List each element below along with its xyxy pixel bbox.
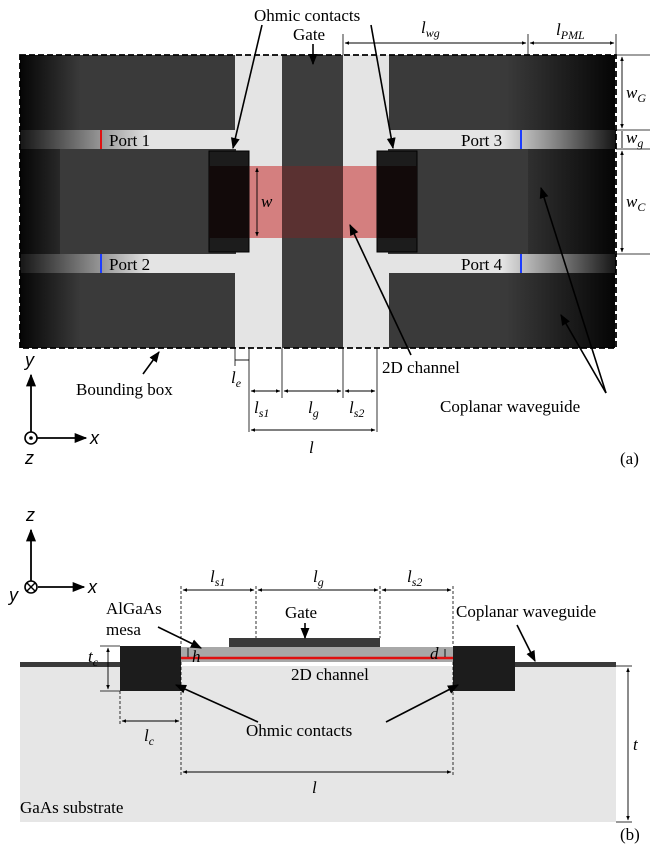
axis-x-label-a: x (89, 428, 100, 448)
channel-label-a: 2D channel (382, 358, 460, 377)
axis-y-label-b: y (7, 585, 19, 605)
gaas-substrate (20, 666, 616, 822)
panel-a-label: (a) (620, 449, 639, 468)
axis-x-label-b: x (87, 577, 98, 597)
panel-b: ls1 lg ls2 AlGaAs mesa Gate Coplanar wav… (7, 505, 640, 844)
lwg-label: lwg (421, 18, 440, 40)
ohmic-arrow-right (370, 24, 396, 150)
tc-label: tc (88, 647, 99, 669)
wC-label: wC (626, 192, 646, 214)
ohmic-arrow-b-right (385, 684, 459, 723)
ohmic-contacts-label-b: Ohmic contacts (246, 721, 352, 740)
lpml-label: lPML (556, 20, 585, 42)
w-label: w (261, 192, 273, 211)
lg-label-a: lg (308, 398, 319, 420)
cpw-arrow-b (516, 624, 536, 663)
left-center-conductor (60, 149, 236, 254)
left-slot-bottom (20, 254, 236, 273)
axis-y-label-a: y (23, 350, 35, 370)
panel-a: Port 1 Port 2 Port 3 Port 4 Ohmic contac… (19, 6, 650, 468)
channel-label-b: 2D channel (291, 665, 369, 684)
ls1-label-a: ls1 (254, 398, 269, 420)
cpw-label-b: Coplanar waveguide (456, 602, 596, 621)
gate-label-b: Gate (285, 603, 317, 622)
cpw-arrow-a2 (560, 314, 607, 394)
ohmic-contact-left-inner (209, 166, 249, 238)
l-label-b: l (312, 778, 317, 797)
right-slot-bottom (388, 254, 616, 273)
algaas-label-2: mesa (106, 620, 141, 639)
le-label: le (231, 368, 242, 390)
cpw-label-a: Coplanar waveguide (440, 397, 580, 416)
cpw-arrow-a1 (539, 186, 607, 394)
ohmic-contacts-label-a: Ohmic contacts (254, 6, 360, 25)
bounding-box (19, 54, 617, 349)
mesa-arrow (157, 626, 203, 649)
h-label: h (192, 647, 201, 666)
right-slot-top (388, 130, 616, 149)
ohmic-arrow-left (230, 24, 263, 150)
algaas-label-1: AlGaAs (106, 599, 162, 618)
gate-label-a: Gate (293, 25, 325, 44)
ls2-label-b: ls2 (407, 567, 422, 589)
gate-metal-b (229, 638, 380, 647)
cpw-strip-right (515, 662, 616, 667)
d-label: d (430, 644, 439, 663)
wG-label: wG (626, 83, 646, 105)
lc-label: lc (144, 726, 155, 748)
port-3-label: Port 3 (461, 131, 502, 150)
bounding-box-label: Bounding box (76, 380, 173, 399)
substrate-label: GaAs substrate (20, 798, 123, 817)
gate-over-channel (282, 166, 343, 238)
left-slot-top (20, 130, 236, 149)
axis-z-out-dot (29, 436, 33, 440)
algaas-mesa (181, 647, 453, 662)
t-label: t (633, 735, 639, 754)
ohmic-contact-right-inner (377, 166, 417, 238)
axis-z-label-a: z (24, 448, 34, 468)
ohmic-contact-left-b (120, 646, 181, 691)
ls2-label-a: ls2 (349, 398, 364, 420)
panel-b-label: (b) (620, 825, 640, 844)
ohmic-arrow-b-left (174, 684, 259, 723)
port-1-label: Port 1 (109, 131, 150, 150)
port-4-label: Port 4 (461, 255, 503, 274)
channel-arrow-a (349, 223, 412, 356)
cpw-strip-left (20, 662, 120, 667)
wg-label: wg (626, 128, 643, 150)
ls1-label-b: ls1 (210, 567, 225, 589)
axis-y-into-cross-2 (26, 582, 36, 592)
port-2-label: Port 2 (109, 255, 150, 274)
ohmic-contact-right-b (453, 646, 515, 691)
axis-z-label-b: z (25, 505, 35, 525)
lg-label-b: lg (313, 567, 324, 589)
l-label-a: l (309, 438, 314, 457)
bounding-box-arrow (142, 351, 160, 375)
